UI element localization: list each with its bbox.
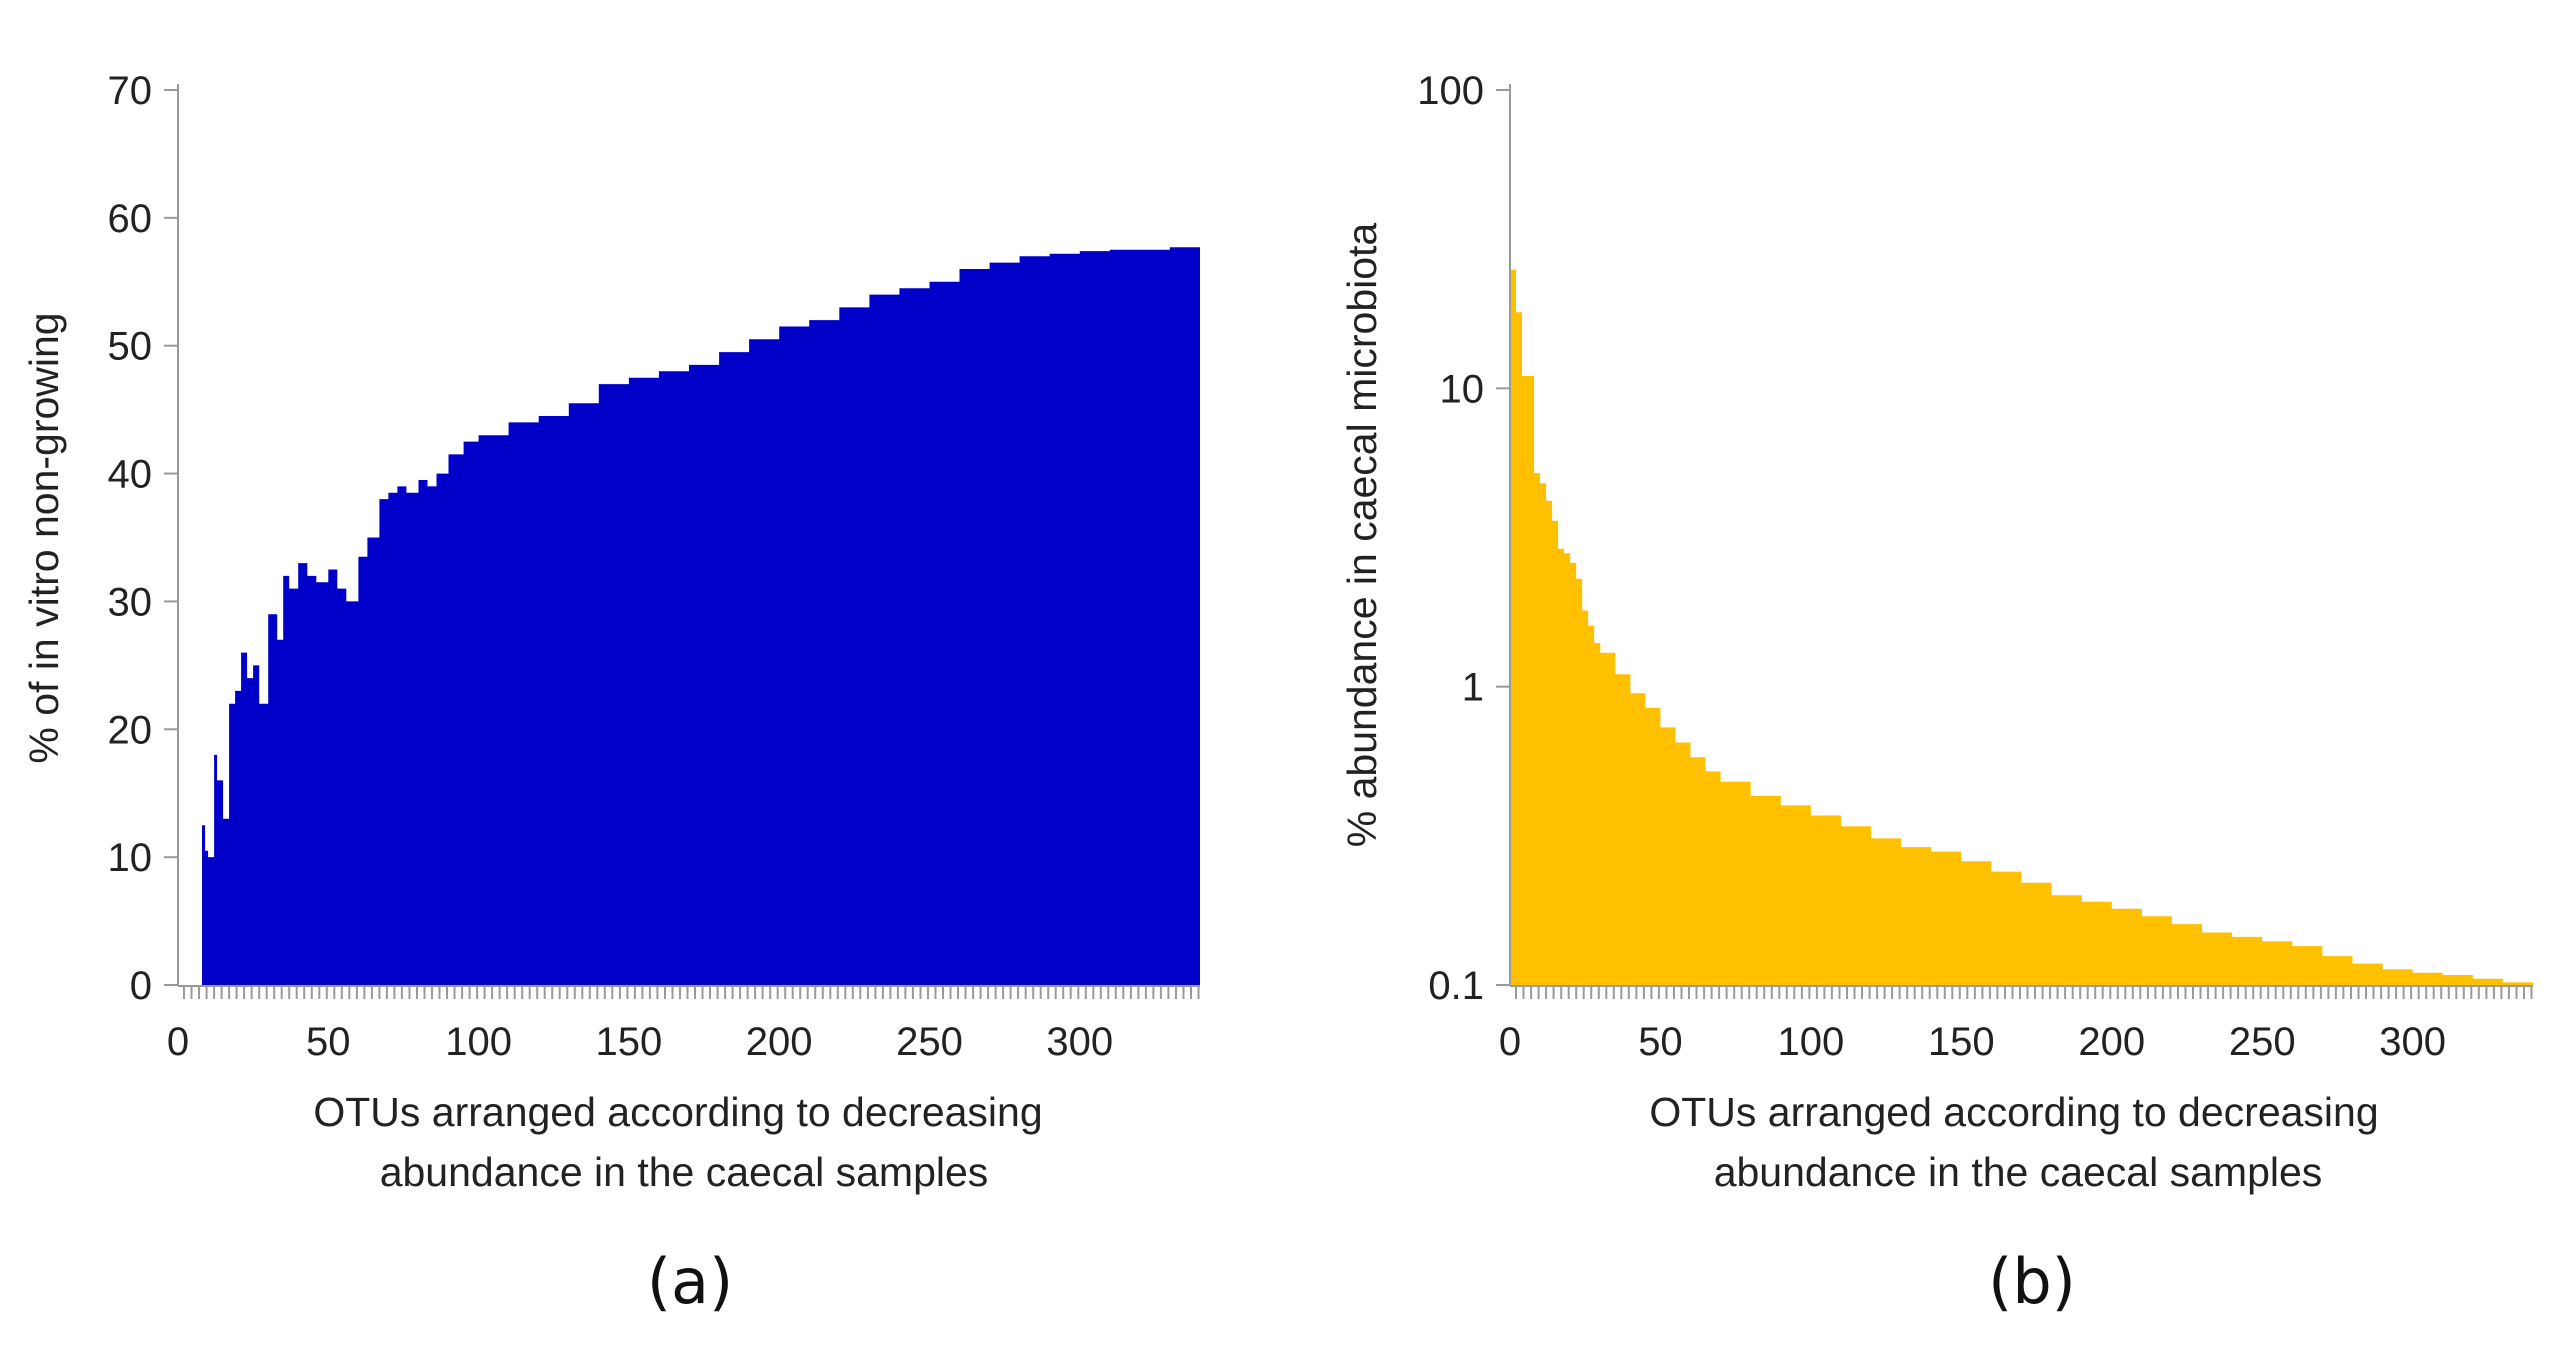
panel-a-x-tick-label: 150 xyxy=(596,1020,663,1064)
panel-a-y-tick-label: 70 xyxy=(108,69,153,113)
panel-a-series-area xyxy=(202,243,1200,985)
panel-a-x-tick-label: 250 xyxy=(896,1020,963,1064)
panel-b-x-axis-ticks xyxy=(1515,987,2533,999)
panel-b-x-tick-label: 300 xyxy=(2379,1020,2446,1064)
panel-a-y-label: % of in vitro non-growing xyxy=(21,312,67,763)
panel-a-x-label-line-1: OTUs arranged according to decreasing xyxy=(313,1089,1042,1135)
panel-a-y-tick-label: 50 xyxy=(108,325,153,369)
panel-b-y-tick-label: 10 xyxy=(1440,367,1485,411)
panel-b-x-tick-label: 250 xyxy=(2229,1020,2296,1064)
panel-b-x-tick-label: 100 xyxy=(1778,1020,1845,1064)
panel-a: 0 10 20 30 40 50 60 70 0 50 100 150 200 250 300 % of i… xyxy=(21,69,1200,1318)
panel-a-x-tick-label: 0 xyxy=(167,1020,189,1064)
panel-a-y-tick-label: 30 xyxy=(108,580,153,624)
panel-a-x-tick-label: 200 xyxy=(746,1020,813,1064)
panel-a-x-axis-ticks xyxy=(183,987,1200,999)
panel-a-y-tick-label: 0 xyxy=(130,964,152,1008)
panel-b-x-tick-label: 150 xyxy=(1928,1020,1995,1064)
panel-b-x-label-line-2: abundance in the caecal samples xyxy=(1714,1149,2323,1195)
panel-b-y-label: % abundance in caecal microbiota xyxy=(1339,223,1385,848)
panel-a-x-tick-label: 100 xyxy=(445,1020,512,1064)
panel-b-y-tick-label: 1 xyxy=(1462,666,1484,710)
panel-b: 0.1 1 10 100 0 50 100 150 200 250 300 % abundance … xyxy=(1339,69,2533,1318)
panel-a-x-label-line-2: abundance in the caecal samples xyxy=(380,1149,989,1195)
panel-a-y-tick-label: 40 xyxy=(108,453,153,497)
panel-b-x-tick-label: 200 xyxy=(2078,1020,2145,1064)
panel-b-x-label-line-1: OTUs arranged according to decreasing xyxy=(1649,1089,2378,1135)
panel-a-y-tick-label: 10 xyxy=(108,836,153,880)
panel-b-label: (b) xyxy=(1988,1245,2076,1318)
panel-a-x-tick-label: 300 xyxy=(1046,1020,1113,1064)
panel-a-x-tick-label: 50 xyxy=(306,1020,351,1064)
panel-a-y-tick-label: 20 xyxy=(108,708,153,752)
panel-b-y-tick-label: 0.1 xyxy=(1428,964,1484,1008)
panel-b-x-tick-label: 50 xyxy=(1638,1020,1683,1064)
panel-b-y-tick-label: 100 xyxy=(1417,69,1484,113)
panel-a-y-tick-label: 60 xyxy=(108,197,153,241)
panel-b-x-tick-label: 0 xyxy=(1499,1020,1521,1064)
panel-a-label: (a) xyxy=(647,1245,733,1318)
panel-b-series-area xyxy=(1510,269,2533,986)
